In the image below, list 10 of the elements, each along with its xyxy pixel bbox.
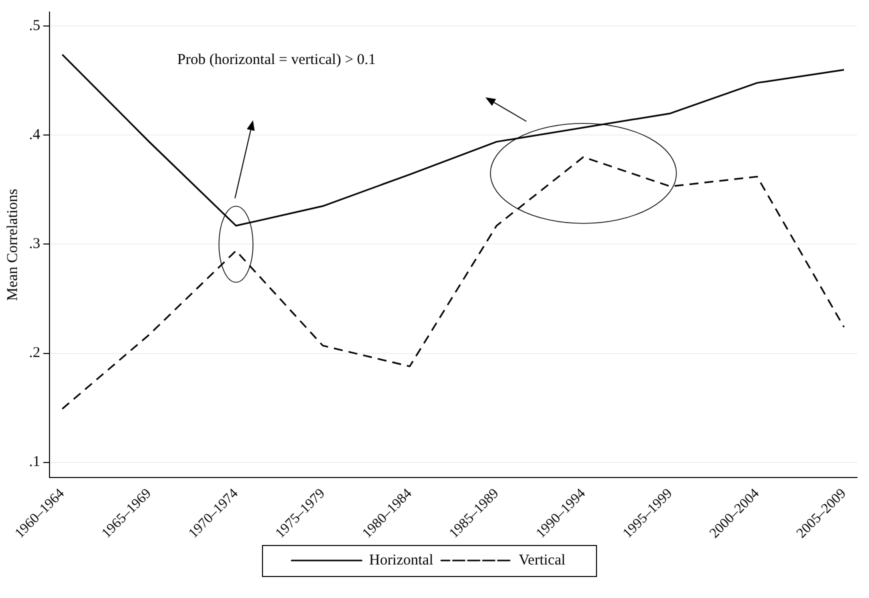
y-tick-label: .3: [29, 236, 40, 252]
y-tick-label: .2: [29, 345, 40, 362]
y-tick-label: .4: [29, 127, 41, 144]
y-axis-title: Mean Correlations: [4, 188, 21, 301]
y-tick-label: .5: [29, 18, 40, 34]
line-series: [61, 156, 845, 410]
legend-label: Vertical: [518, 552, 566, 568]
y-tick-label: .1: [29, 454, 40, 470]
legend-label: Horizontal: [369, 552, 434, 568]
annotation: Prob (horizontal = vertical) > 0.1: [177, 52, 376, 68]
